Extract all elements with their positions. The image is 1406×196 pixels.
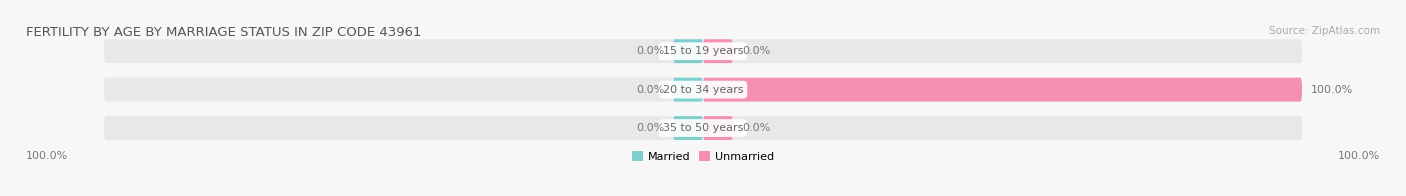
FancyBboxPatch shape [104,78,1302,102]
Text: 0.0%: 0.0% [636,46,664,56]
Text: 100.0%: 100.0% [27,151,69,161]
FancyBboxPatch shape [703,116,733,140]
Text: 0.0%: 0.0% [742,123,770,133]
Text: 35 to 50 years: 35 to 50 years [662,123,744,133]
FancyBboxPatch shape [703,39,733,63]
Text: 0.0%: 0.0% [636,123,664,133]
Text: 20 to 34 years: 20 to 34 years [662,85,744,95]
Legend: Married, Unmarried: Married, Unmarried [627,146,779,166]
FancyBboxPatch shape [104,116,1302,140]
Text: 0.0%: 0.0% [636,85,664,95]
FancyBboxPatch shape [673,78,703,102]
Text: 15 to 19 years: 15 to 19 years [662,46,744,56]
FancyBboxPatch shape [104,39,1302,63]
FancyBboxPatch shape [703,78,1302,102]
Text: 100.0%: 100.0% [1310,85,1354,95]
Text: Source: ZipAtlas.com: Source: ZipAtlas.com [1268,26,1379,36]
FancyBboxPatch shape [673,39,703,63]
Text: 0.0%: 0.0% [742,46,770,56]
FancyBboxPatch shape [673,116,703,140]
Text: 100.0%: 100.0% [1337,151,1379,161]
Text: FERTILITY BY AGE BY MARRIAGE STATUS IN ZIP CODE 43961: FERTILITY BY AGE BY MARRIAGE STATUS IN Z… [27,26,422,39]
